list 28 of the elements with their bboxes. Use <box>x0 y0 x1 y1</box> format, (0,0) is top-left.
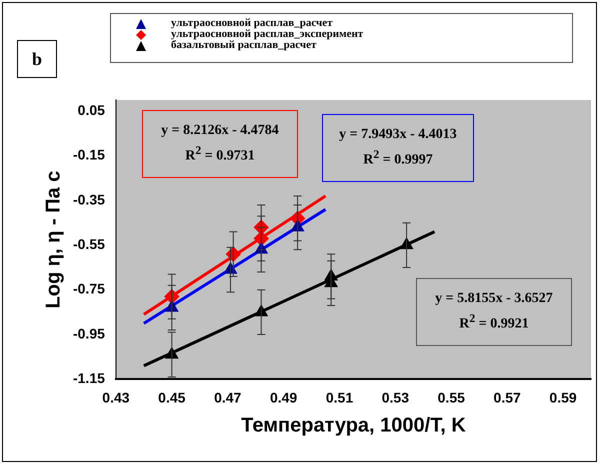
y-tick-label: -1.15 <box>72 370 106 386</box>
annotation: R$^{2}$ = 0.9731 <box>184 143 256 166</box>
text: b <box>17 40 57 78</box>
annotation: y = 7.9493x - 4.4013 <box>338 126 458 144</box>
y-tick-label: -0.15 <box>72 146 106 163</box>
legend-label: ультраосновной расплав_расчет <box>171 17 332 29</box>
y-tick-label: -0.95 <box>72 325 106 342</box>
x-tick-label: 0.55 <box>438 389 466 406</box>
y-tick-label: -0.35 <box>72 191 106 208</box>
x-tick-label: 0.53 <box>382 389 410 406</box>
annotation: y = 8.2126x - 4.4784 <box>160 122 280 140</box>
annotation: R$^{2}$ = 0.9997 <box>362 147 434 170</box>
x-tick-label: 0.45 <box>158 389 186 406</box>
legend-label: ультраосновной расплав_эксперимент <box>171 28 364 40</box>
y-tick-label: -0.55 <box>72 236 106 252</box>
y-tick-label: 0.05 <box>78 102 106 118</box>
x-tick-label: 0.59 <box>549 389 577 406</box>
annotation: R$^{2}$ = 0.9921 <box>458 311 530 334</box>
legend-label: базальтовый расплав_расчет <box>171 39 316 51</box>
y-tick-label: -0.75 <box>72 280 106 297</box>
y-axis-title: Log η, η - Па с <box>42 170 65 308</box>
x-tick-label: 0.49 <box>270 389 298 406</box>
x-axis-title: Температура, 1000/T, K <box>241 414 466 437</box>
x-tick-label: 0.51 <box>326 389 354 406</box>
x-tick-label: 0.43 <box>102 389 130 406</box>
annotation: y = 5.8155x - 3.6527 <box>434 290 554 308</box>
x-tick-label: 0.47 <box>214 389 242 406</box>
x-tick-label: 0.57 <box>494 389 521 406</box>
